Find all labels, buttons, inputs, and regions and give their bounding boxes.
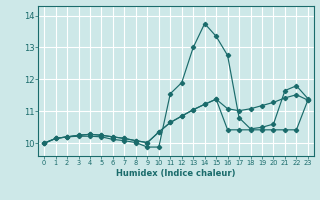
X-axis label: Humidex (Indice chaleur): Humidex (Indice chaleur) — [116, 169, 236, 178]
